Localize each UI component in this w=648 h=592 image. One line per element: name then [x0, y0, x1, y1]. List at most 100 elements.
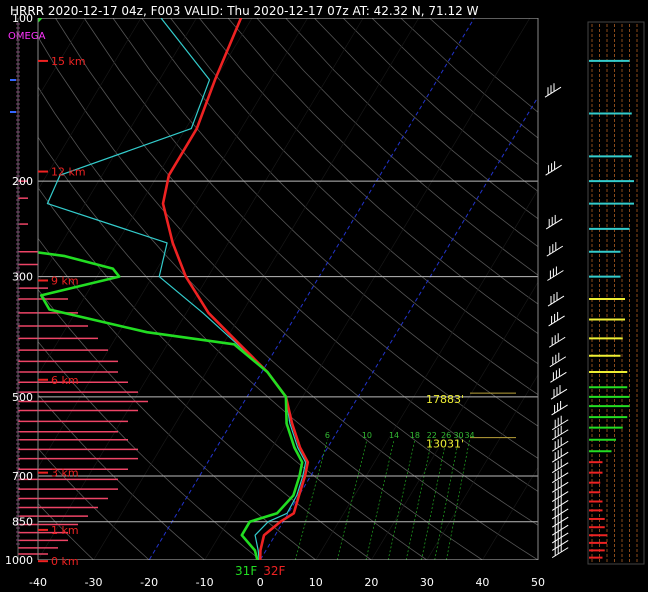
- wind-barb-staff: [546, 245, 564, 257]
- pressure-tick-label: 500: [12, 391, 33, 404]
- dry-adiabat: [38, 237, 372, 560]
- pressure-tick-label: 200: [12, 175, 33, 188]
- pressure-tick-label: 300: [12, 271, 33, 284]
- dry-adiabat: [112, 18, 538, 427]
- mixing-ratio-line: [294, 439, 328, 560]
- wind-barb-staff: [551, 451, 569, 463]
- mixing-ratio-line: [387, 439, 416, 560]
- x-tick-label: -40: [29, 576, 47, 589]
- freezing-isotherm: [148, 18, 475, 560]
- x-tick-label: -30: [85, 576, 103, 589]
- freezing-isotherm: [259, 96, 538, 560]
- isotherm: [482, 466, 538, 560]
- pressure-tick-label: 850: [12, 516, 33, 529]
- wind-barb-staff: [551, 404, 568, 416]
- dry-adiabat: [38, 447, 150, 560]
- x-tick-label: -20: [140, 576, 158, 589]
- dry-adiabat: [429, 18, 538, 113]
- x-tick-label: -10: [196, 576, 214, 589]
- isotherm: [38, 18, 142, 191]
- x-tick-label: 40: [475, 576, 489, 589]
- wind-barbs-layer: [544, 83, 569, 559]
- wind-barb-staff: [550, 371, 567, 383]
- dry-adiabat: [83, 18, 538, 459]
- height-marker-label: 15 km: [51, 55, 86, 68]
- mixing-ratio-line: [405, 439, 433, 560]
- side-panel-layer: [587, 21, 645, 565]
- wind-barb-staff: [551, 481, 569, 493]
- chart-title: HRRR 2020-12-17 04z, F003 VALID: Thu 202…: [10, 4, 479, 18]
- isotherm: [315, 189, 538, 560]
- wind-barb-staff: [550, 388, 568, 400]
- mixing-ratio-line: [421, 439, 447, 560]
- surface-temperature-label: 32F: [263, 564, 285, 578]
- isotherm: [93, 18, 420, 560]
- temperature-line: [161, 18, 310, 560]
- x-tick-label: 30: [420, 576, 434, 589]
- mixing-ratio-label: 22: [427, 431, 437, 440]
- mixing-ratio-line: [446, 439, 470, 560]
- dry-adiabat: [38, 136, 484, 560]
- mixing-ratio-line: [336, 439, 368, 560]
- dry-adiabat: [170, 18, 538, 365]
- wind-barb-staff: [551, 547, 569, 559]
- dry-adiabat: [55, 18, 538, 492]
- wind-barb-staff: [547, 270, 564, 281]
- dry-adiabat: [38, 186, 428, 560]
- height-marker-label: 3 km: [51, 467, 79, 480]
- wind-barb-staff: [551, 429, 569, 441]
- wind-barb-staff: [545, 218, 563, 230]
- dry-adiabat: [38, 393, 206, 560]
- x-tick-label: 20: [364, 576, 378, 589]
- dry-adiabat: [342, 18, 538, 192]
- height-marker-label: 0 km: [51, 555, 79, 568]
- dry-adiabat: [227, 18, 538, 305]
- mixing-ratio-label: 26: [441, 431, 451, 440]
- mixing-ratio-line: [434, 439, 459, 560]
- mixing-ratio-line: [365, 439, 395, 560]
- dry-adiabat: [256, 18, 538, 276]
- surface-dewpoint-label: 31F: [235, 564, 257, 578]
- dry-adiabat: [285, 18, 538, 248]
- height-marker-label: 9 km: [51, 274, 79, 287]
- level-height-label: 13031': [426, 438, 464, 451]
- isotherm: [426, 374, 538, 560]
- dry-adiabat: [141, 18, 538, 396]
- wind-barb-staff: [544, 86, 562, 98]
- mixing-ratio-label: 14: [389, 431, 399, 440]
- wind-barb-staff: [551, 516, 569, 528]
- wind-barb-staff: [551, 440, 569, 452]
- labels-layer: -40 -30 -20 -10 0 10 20 30 40 50 100 200 300 500 700 85…: [5, 12, 545, 589]
- side-panel-frame: [587, 21, 645, 565]
- isotherm: [38, 18, 253, 376]
- profiles-layer: [38, 18, 310, 560]
- wind-barb-staff: [551, 508, 569, 520]
- omega-label: OMEGA: [8, 31, 46, 42]
- isotherm: [38, 18, 308, 468]
- wind-barb-staff: [548, 336, 566, 348]
- mixing-ratio-label: 34: [464, 431, 474, 440]
- mixing-ratio-label: 10: [362, 431, 372, 440]
- wind-barb-staff: [551, 499, 569, 511]
- pressure-tick-label: 1000: [5, 554, 33, 567]
- wind-barb-staff: [547, 295, 565, 307]
- pressure-tick-label: 100: [12, 12, 33, 25]
- wind-barb-staff: [545, 164, 562, 176]
- x-tick-label: 50: [531, 576, 545, 589]
- dewpoint-line: [38, 18, 304, 560]
- isotherm: [38, 18, 197, 283]
- height-marker-label: 6 km: [51, 374, 79, 387]
- wind-barb-staff: [551, 462, 569, 474]
- isotherm: [204, 18, 531, 560]
- isotherm: [537, 559, 538, 560]
- wind-barb-staff: [549, 356, 567, 368]
- dry-adiabat: [38, 86, 538, 560]
- grid-layer: [38, 18, 538, 560]
- wind-barb-staff: [551, 524, 569, 536]
- mixing-ratio-label: 6: [325, 431, 330, 440]
- wind-barb-staff: [551, 491, 569, 502]
- x-tick-label: 0: [257, 576, 264, 589]
- height-marker-label: 12 km: [51, 166, 86, 179]
- wind-barb-staff: [551, 472, 569, 484]
